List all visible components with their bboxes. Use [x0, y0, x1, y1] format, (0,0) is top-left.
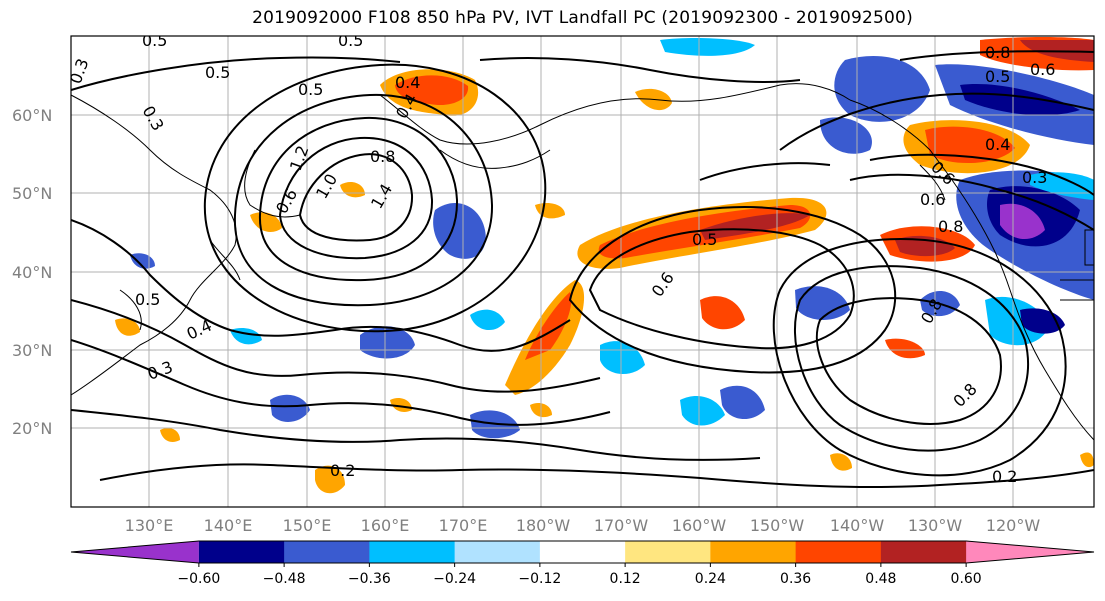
contour-label: 0.6 [1030, 60, 1055, 79]
contour-label: 0.8 [938, 217, 963, 236]
lat-label: 30°N [12, 341, 52, 360]
lat-label: 40°N [12, 263, 52, 282]
coastlines [71, 83, 1094, 441]
contour-label: 0.4 [985, 135, 1010, 154]
lon-label: 150°W [750, 516, 805, 535]
lat-label: 20°N [12, 419, 52, 438]
colorbar-segment [71, 541, 199, 563]
lat-label: 50°N [12, 184, 52, 203]
lon-label: 120°W [986, 516, 1041, 535]
lon-label: 130°W [908, 516, 963, 535]
contour-label: 0.5 [692, 230, 717, 249]
colorbar-segment [454, 541, 541, 563]
lon-label: 160°E [361, 516, 410, 535]
contour-label: 0.6 [920, 190, 945, 209]
colorbar: −0.60 −0.48 −0.36 −0.24 −0.12 0.12 0.24 0.36 0.4… [70, 540, 1095, 587]
lon-label: 140°E [204, 516, 253, 535]
colorbar-segment [966, 541, 1094, 563]
lon-label: 130°E [125, 516, 174, 535]
colorbar-tick-label: 0.24 [695, 571, 726, 587]
contour-label: 0.5 [135, 290, 160, 309]
contour-label: 0.5 [205, 63, 230, 82]
lon-label: 170°E [439, 516, 488, 535]
contour-label: 0.5 [298, 80, 323, 99]
colorbar-segment [369, 541, 456, 563]
lon-label: 140°W [830, 516, 885, 535]
lon-label: 160°W [672, 516, 727, 535]
colorbar-tick-label: −0.24 [433, 571, 476, 587]
map-frame [70, 35, 1095, 508]
contour-label: 0.5 [338, 31, 363, 50]
pv-contours [71, 50, 1094, 489]
contour-label: 0.5 [985, 67, 1010, 86]
colorbar-tick-label: −0.60 [177, 571, 220, 587]
colorbar-tick-label: −0.48 [263, 571, 306, 587]
pv-shading [115, 37, 1094, 494]
colorbar-tick-label: 0.12 [610, 571, 641, 587]
colorbar-segment [880, 541, 967, 563]
contour-label: 0.8 [370, 147, 395, 166]
colorbar-tick-label: −0.12 [518, 571, 561, 587]
contour-label: 0.8 [985, 43, 1010, 62]
lon-label: 180°W [516, 516, 571, 535]
lon-label: 170°W [594, 516, 649, 535]
colorbar-tick-label: 0.36 [780, 571, 811, 587]
contour-label: 0.2 [992, 467, 1017, 486]
colorbar-segment [795, 541, 882, 563]
colorbar-segment [625, 541, 711, 563]
colorbar-segment [284, 541, 370, 563]
lon-label: 150°E [283, 516, 332, 535]
colorbar-tick-label: −0.36 [348, 571, 391, 587]
contour-label: 0.2 [330, 461, 355, 480]
colorbar-segment [539, 541, 626, 563]
lat-label: 60°N [12, 106, 52, 125]
longitude-labels: 130°E 140°E 150°E 160°E 170°E 180°W 170°… [125, 516, 1041, 535]
colorbar-tick-label: 0.60 [951, 571, 982, 587]
latitude-labels: 60°N 50°N 40°N 30°N 20°N [12, 106, 52, 438]
contour-label: 0.5 [142, 31, 167, 50]
contour-label: 0.4 [395, 73, 420, 92]
colorbar-segment [198, 541, 285, 563]
map-title: 2019092000 F108 850 hPa PV, IVT Landfall… [252, 8, 913, 28]
contour-label: 0.3 [1022, 168, 1047, 187]
colorbar-segment [710, 541, 797, 563]
colorbar-tick-label: 0.48 [865, 571, 896, 587]
